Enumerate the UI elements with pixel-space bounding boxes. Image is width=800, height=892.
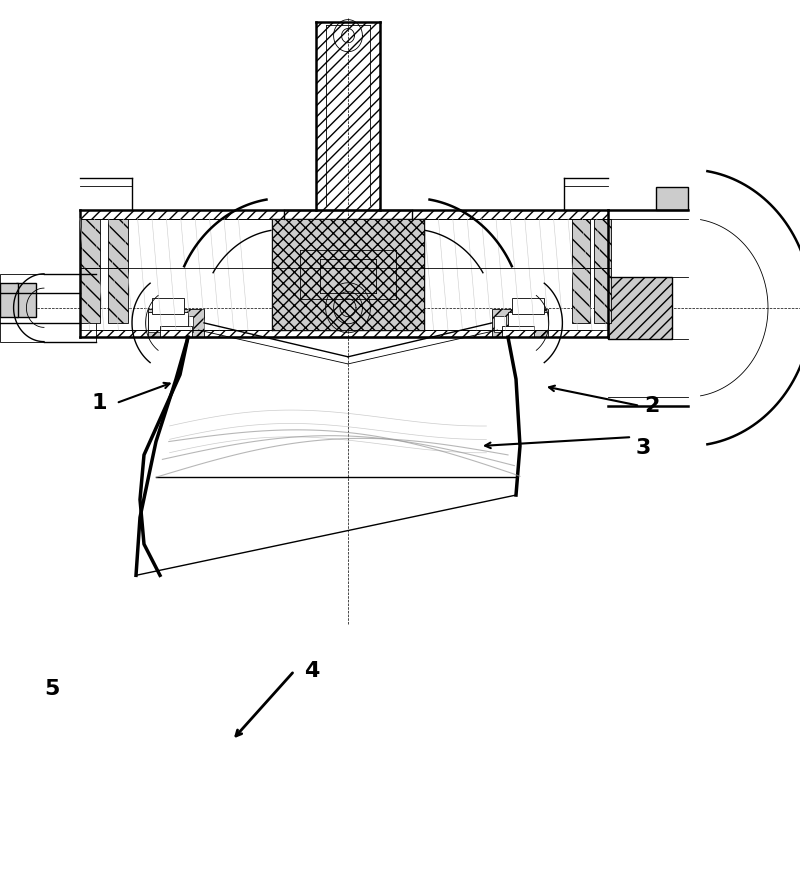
Bar: [80, 330, 608, 337]
Text: 4: 4: [304, 661, 319, 681]
Bar: [80, 210, 608, 219]
Bar: [508, 312, 548, 330]
Bar: [316, 22, 380, 210]
Bar: [108, 268, 128, 323]
Bar: [80, 268, 100, 323]
Text: 2: 2: [644, 396, 659, 416]
Bar: [148, 312, 188, 330]
Bar: [80, 219, 100, 268]
Text: 1: 1: [92, 393, 107, 413]
Bar: [180, 316, 193, 332]
Bar: [148, 309, 204, 337]
Bar: [108, 219, 128, 268]
Bar: [512, 298, 544, 314]
Text: 5: 5: [44, 679, 59, 698]
Bar: [0, 274, 96, 342]
Bar: [594, 268, 611, 323]
Bar: [152, 298, 184, 314]
Bar: [272, 219, 424, 330]
Bar: [572, 219, 590, 268]
Bar: [572, 268, 590, 323]
Bar: [656, 187, 688, 210]
Bar: [594, 219, 611, 268]
Text: 3: 3: [636, 438, 651, 458]
Bar: [502, 326, 534, 337]
Bar: [492, 309, 548, 337]
Bar: [160, 326, 192, 337]
Bar: [494, 316, 506, 332]
Bar: [608, 277, 672, 339]
Bar: [0, 283, 18, 317]
Bar: [164, 316, 177, 332]
Bar: [148, 316, 161, 332]
Bar: [524, 316, 535, 332]
Bar: [509, 316, 520, 332]
Bar: [16, 283, 36, 317]
